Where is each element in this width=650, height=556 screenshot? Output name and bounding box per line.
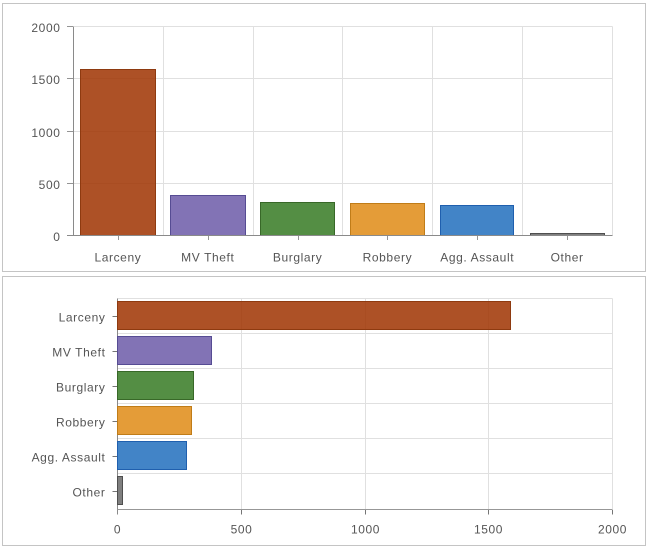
svg-text:1000: 1000	[351, 523, 380, 537]
svg-text:Burglary: Burglary	[56, 381, 105, 395]
svg-text:1500: 1500	[31, 73, 60, 87]
svg-text:0: 0	[114, 523, 121, 537]
svg-text:500: 500	[231, 523, 253, 537]
svg-text:Larceny: Larceny	[94, 251, 141, 265]
svg-text:1000: 1000	[31, 126, 60, 140]
svg-text:0: 0	[53, 230, 60, 244]
svg-text:500: 500	[39, 178, 61, 192]
svg-text:Agg. Assault: Agg. Assault	[440, 251, 514, 265]
svg-text:Other: Other	[72, 486, 105, 500]
svg-text:MV Theft: MV Theft	[52, 346, 105, 360]
svg-text:Burglary: Burglary	[273, 251, 322, 265]
svg-text:MV Theft: MV Theft	[181, 251, 234, 265]
svg-text:1500: 1500	[474, 523, 503, 537]
svg-text:Robbery: Robbery	[363, 251, 413, 265]
svg-text:2000: 2000	[598, 523, 627, 537]
svg-text:Larceny: Larceny	[59, 311, 106, 325]
svg-text:2000: 2000	[31, 21, 60, 35]
svg-text:Other: Other	[551, 251, 584, 265]
svg-text:Agg. Assault: Agg. Assault	[32, 451, 106, 465]
svg-text:Robbery: Robbery	[56, 416, 106, 430]
